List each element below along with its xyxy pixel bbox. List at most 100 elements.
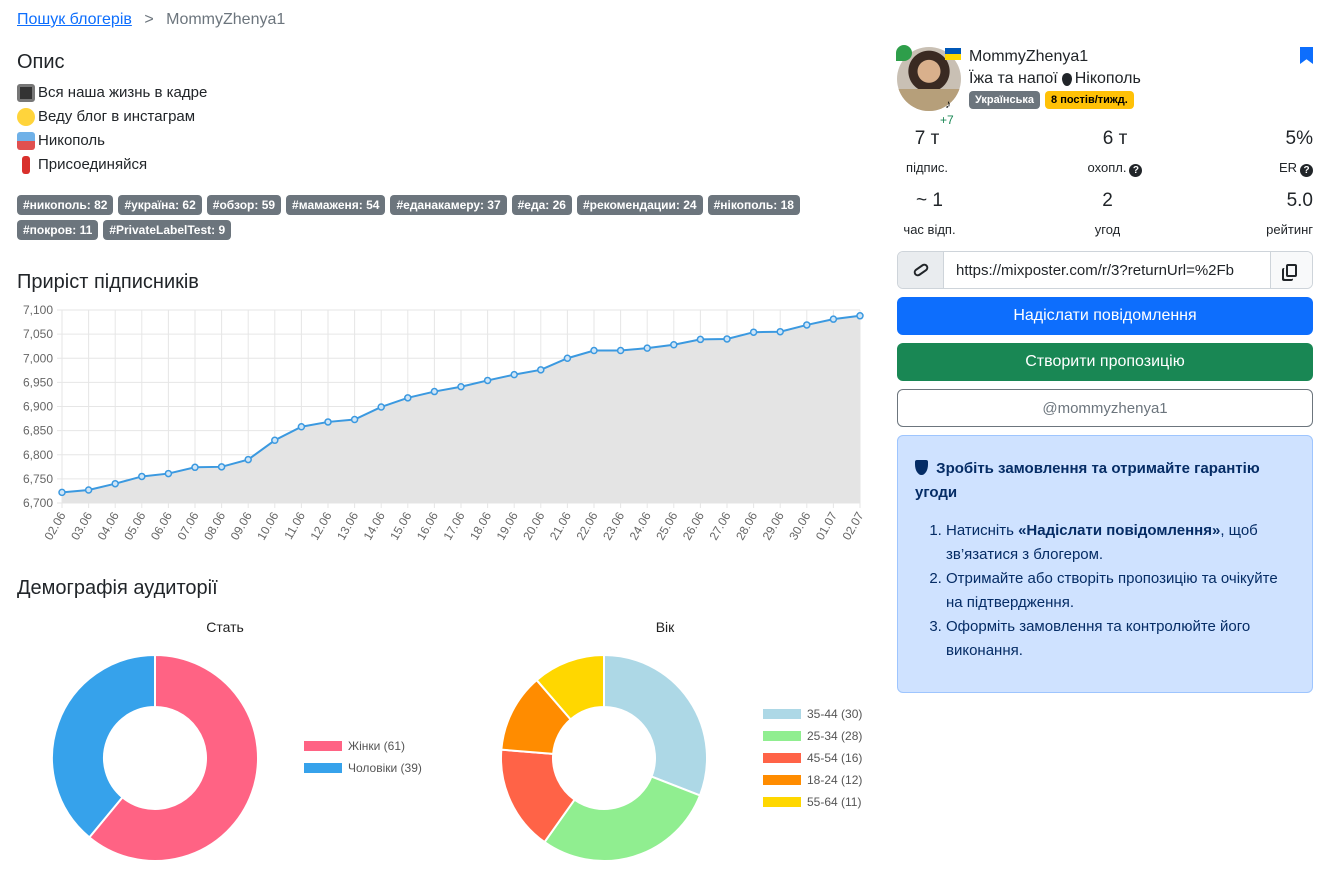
hashtag-badge: #еда: 26: [511, 195, 572, 215]
y-tick-label: 7,050: [23, 327, 53, 341]
guarantee-info-box: Зробіть замовлення та отримайте гарантію…: [897, 435, 1313, 693]
location-pin-icon: [1061, 72, 1072, 86]
profile-city: Нікополь: [1074, 70, 1141, 87]
profile-meta: Їжа та напої Нікополь: [969, 70, 1141, 88]
instagram-handle-button[interactable]: @mommyzhenya1: [897, 389, 1313, 427]
x-tick-label: 23.06: [600, 509, 627, 542]
y-tick-label: 6,800: [23, 448, 53, 462]
legend-swatch: [763, 709, 801, 719]
x-tick-label: 22.06: [573, 509, 600, 542]
sparkles-icon: [17, 108, 35, 126]
avatar[interactable]: [897, 47, 961, 111]
x-tick-label: 18.06: [467, 509, 494, 542]
data-point: [590, 346, 598, 355]
data-point: [776, 327, 784, 336]
help-icon[interactable]: ?: [1300, 164, 1313, 177]
data-point: [856, 312, 864, 320]
x-tick-label: 11.06: [281, 509, 308, 542]
data-point: [164, 469, 173, 478]
stat-reach: 6 т охопл.?: [1075, 128, 1155, 190]
pie-slice: [543, 775, 702, 862]
bookmark-icon[interactable]: [1300, 47, 1313, 64]
verified-shield-icon: [896, 45, 912, 61]
data-point: [271, 436, 279, 445]
data-point: [803, 321, 811, 329]
data-point: [430, 387, 439, 396]
data-point: [377, 403, 385, 411]
hashtag-badge: #україна: 62: [118, 195, 202, 215]
x-tick-label: 14.06: [361, 509, 388, 542]
legend-label: 45-54 (16): [807, 751, 862, 765]
tiktok-icon[interactable]: ♪: [945, 97, 951, 111]
profile-category: Їжа та напої: [969, 70, 1058, 87]
ukraine-flag-icon: [945, 48, 961, 60]
pie-slice: [51, 653, 156, 839]
send-message-button[interactable]: Надіслати повідомлення: [897, 297, 1313, 335]
exclamation-icon: [22, 156, 30, 174]
x-tick-label: 02.07: [839, 509, 866, 542]
breadcrumb-search-link[interactable]: Пошук блогерів: [17, 11, 132, 28]
stat-er: 5% ER?: [1278, 128, 1313, 177]
data-point: [616, 346, 625, 355]
x-tick-label: 02.06: [41, 509, 68, 542]
data-point: [404, 394, 412, 402]
x-tick-label: 26.06: [680, 509, 707, 542]
legend-label: 55-64 (11): [807, 795, 861, 809]
data-point: [84, 486, 93, 494]
x-tick-label: 01.07: [813, 509, 840, 542]
referral-link-group: https://mixposter.com/r/3?returnUrl=%2Fb: [897, 251, 1313, 289]
stat-deals: 2 угод: [1094, 190, 1121, 237]
data-point: [244, 455, 252, 464]
data-point: [191, 463, 199, 472]
x-tick-label: 25.06: [653, 509, 680, 542]
copy-button[interactable]: [1270, 252, 1312, 288]
data-point: [563, 354, 572, 362]
referral-link-input[interactable]: https://mixposter.com/r/3?returnUrl=%2Fb: [956, 261, 1235, 279]
hashtag-badge: #покров: 11: [17, 220, 99, 240]
data-point: [138, 472, 146, 481]
x-tick-label: 15.06: [387, 509, 414, 542]
more-platforms-count[interactable]: +7: [940, 113, 954, 127]
data-point: [696, 335, 705, 344]
legend-swatch: [763, 797, 801, 807]
shield-icon: [915, 460, 928, 475]
stat-rating: 5.0 рейтинг: [1266, 190, 1313, 237]
x-tick-label: 27.06: [706, 509, 733, 542]
x-tick-label: 20.06: [520, 509, 547, 542]
description-line: Веду блог в инстаграм: [17, 105, 207, 129]
pie-title: Вік: [656, 619, 675, 635]
breadcrumb-current: MommyZhenya1: [166, 11, 286, 28]
legend-swatch: [304, 741, 342, 751]
legend-label: 25-34 (28): [807, 729, 862, 743]
hashtag-badge: #нікополь: 18: [707, 195, 800, 215]
legend-swatch: [763, 753, 801, 763]
followers-growth-chart: 6,700 6,750 6,800 6,850 6,900 6,950 7,000 7,050…: [23, 303, 867, 543]
profile-badges: Українська 8 постів/тижд.: [969, 91, 1134, 109]
link-icon: [898, 252, 944, 288]
data-point: [58, 488, 66, 497]
frequency-badge: 8 постів/тижд.: [1045, 91, 1134, 109]
help-icon[interactable]: ?: [1129, 164, 1143, 177]
pie-slice: [535, 653, 605, 721]
description-line: Никополь: [17, 129, 207, 153]
hashtag-badge: #мамаженя: 54: [286, 195, 386, 215]
data-point: [723, 335, 731, 343]
demography-charts: Стать Жінки (61) Чоловіки (39) Вік 35-44 (30…: [51, 619, 862, 862]
data-point: [324, 418, 332, 426]
data-point: [217, 463, 226, 471]
guarantee-title: Зробіть замовлення та отримайте гарантію…: [915, 460, 1260, 501]
x-tick-label: 03.06: [68, 509, 95, 542]
data-point: [483, 376, 492, 385]
hashtag-badge: #никополь: 82: [17, 195, 114, 215]
y-tick-label: 7,000: [23, 351, 53, 365]
x-tick-label: 30.06: [786, 509, 813, 542]
x-tick-label: 24.06: [627, 509, 654, 542]
pie-title: Стать: [206, 619, 244, 635]
profile-stats: 7 т підпис. 6 т охопл.? 5% ER? ~ 1 час в…: [897, 128, 1313, 252]
legend-swatch: [304, 763, 342, 773]
guarantee-step: Отримайте або створіть пропозицію та очі…: [946, 567, 1292, 615]
create-offer-button[interactable]: Створити пропозицію: [897, 343, 1313, 381]
x-tick-label: 16.06: [414, 509, 441, 542]
hashtag-list: #никополь: 82 #україна: 62 #обзор: 59 #мама…: [17, 195, 847, 240]
guarantee-step: Оформіть замовлення та контролюйте його …: [946, 615, 1292, 663]
